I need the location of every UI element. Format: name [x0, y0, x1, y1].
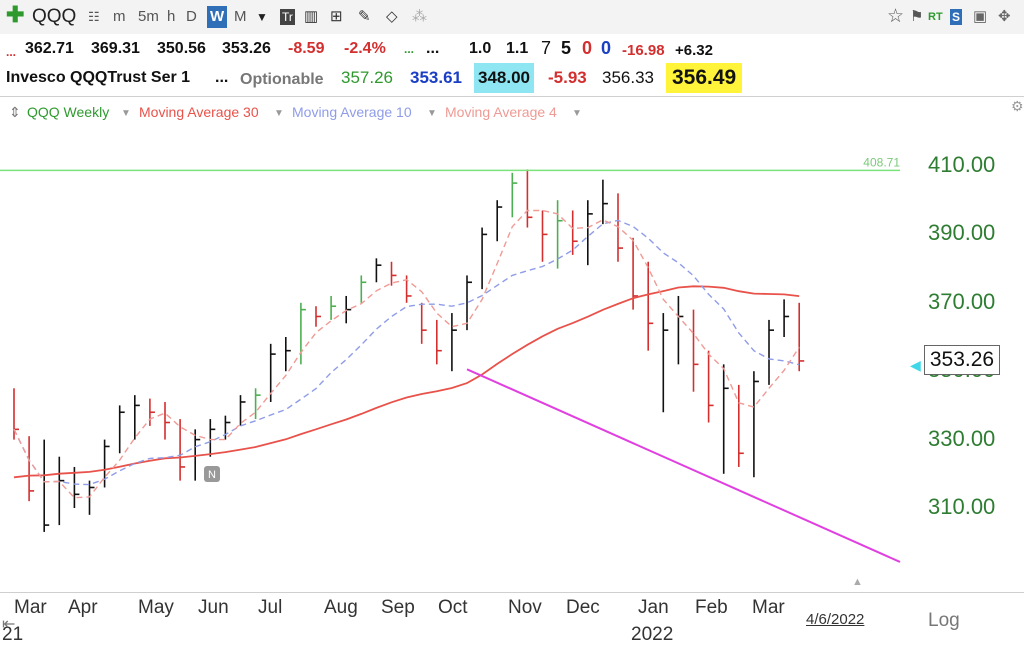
date-label: 4/6/2022 [806, 611, 865, 628]
quote-panel: ... 362.71 369.31 350.56 353.26 -8.59 -2… [0, 34, 1024, 97]
eraser-icon[interactable]: ◇ [386, 8, 398, 25]
month-tick: Sep [381, 597, 415, 618]
security-name: Invesco QQQTrust Ser 1 [6, 69, 191, 86]
open-price: 362.71 [25, 40, 74, 57]
price-tick: 410.00 [928, 152, 996, 177]
ratio-2: 1.1 [506, 40, 529, 57]
legend-ma4-dropdown-icon[interactable]: ▼ [572, 108, 582, 119]
value-blue: 353.61 [410, 68, 462, 87]
value-negative: -5.93 [548, 68, 587, 87]
count-4: 0 [601, 38, 612, 58]
month-tick: Oct [438, 597, 468, 618]
negative-value: -16.98 [622, 42, 665, 59]
ma4-line [13, 209, 800, 499]
settings-dots-icon[interactable]: ⁂ [412, 8, 427, 25]
low-price: 350.56 [157, 40, 206, 57]
year-start-label: 21 [2, 624, 24, 645]
month-tick: Aug [324, 597, 358, 618]
legend-series[interactable]: QQQ Weekly [27, 104, 110, 120]
legend-ma10-dropdown-icon[interactable]: ▼ [427, 108, 437, 119]
trendline [466, 368, 901, 563]
optionable-label: Optionable [240, 71, 324, 88]
month-tick: Dec [566, 597, 600, 618]
resistance-label: 408.71 [863, 155, 900, 169]
price-bars [13, 169, 805, 532]
price-change-pct: -2.4% [344, 40, 386, 57]
price-tick: 390.00 [928, 220, 996, 246]
interval-week-button[interactable]: W [207, 6, 228, 28]
scroll-up-icon[interactable]: ▲ [852, 576, 863, 588]
month-tick: Jan [638, 597, 669, 618]
month-tick: May [138, 597, 174, 618]
price-chart[interactable]: 408.71 N [0, 96, 925, 596]
year-label: 2022 [631, 624, 674, 645]
value-highlight-yellow: 356.49 [666, 63, 743, 93]
count-3: 0 [582, 38, 593, 58]
month-tick: Apr [68, 597, 98, 618]
scroll-left-icon[interactable]: ⇤ [2, 616, 16, 633]
high-price: 369.31 [91, 40, 140, 57]
news-marker-label: N [208, 469, 216, 481]
interval-dropdown-icon[interactable]: ▼ [256, 10, 268, 24]
interval-hour-button[interactable]: h [167, 8, 176, 25]
value-gray: 356.33 [602, 68, 654, 87]
panel-settings-icon[interactable]: ⚙ [1011, 98, 1024, 114]
quote-dots-black: ... [426, 40, 440, 57]
save-icon[interactable]: ▣ [973, 8, 988, 25]
grid-icon[interactable]: ☷ [88, 9, 100, 24]
ma10-line [13, 219, 800, 486]
month-tick: Nov [508, 597, 542, 618]
star-icon[interactable]: ☆ [887, 6, 905, 27]
quote-dots-red: ... [6, 45, 17, 59]
add-study-icon[interactable]: ⊞ [330, 8, 343, 25]
last-price-marker: 353.26 [924, 345, 1000, 375]
legend-drag-icon[interactable]: ⇕ [9, 104, 21, 120]
log-scale-button[interactable]: Log [928, 610, 960, 631]
month-tick: Mar [752, 597, 785, 618]
last-price-pointer-icon: ◀ [910, 357, 921, 373]
interval-minute-button[interactable]: m [113, 8, 126, 25]
bar-chart-icon[interactable]: ▥ [304, 8, 319, 25]
interval-5min-button[interactable]: 5m [138, 8, 159, 25]
legend-ma4[interactable]: Moving Average 4 [445, 104, 557, 120]
legend-ma10[interactable]: Moving Average 10 [292, 104, 412, 120]
month-tick: Jun [198, 597, 229, 618]
value-highlight-cyan: 348.00 [474, 63, 534, 93]
interval-month-button[interactable]: M [234, 8, 247, 25]
toolbar: ✚ QQQ ☷ m 5m h D W M ▼ Tr ▥ ⊞ ✎ ◇ ⁂ ☆ ⚑ … [0, 0, 1024, 35]
ratio-1: 1.0 [469, 40, 492, 57]
symbol-field[interactable]: QQQ [32, 6, 77, 27]
draw-tool-icon[interactable]: ✎ [358, 8, 371, 25]
value-green: 357.26 [341, 68, 393, 87]
realtime-icon[interactable]: RT [928, 11, 943, 23]
price-tick: 330.00 [928, 425, 996, 451]
news-marker-icon [204, 466, 220, 482]
price-tick: 370.00 [928, 288, 996, 314]
time-axis-line [0, 592, 1024, 593]
legend-ma30-dropdown-icon[interactable]: ▼ [274, 108, 284, 119]
price-tick: 310.00 [928, 494, 996, 519]
month-tick: Jul [258, 597, 283, 618]
quote-dots-row2: ... [215, 69, 229, 86]
flag-icon[interactable]: ⚑ [910, 8, 924, 25]
scan-icon[interactable]: S [950, 9, 963, 25]
count-2: 5 [561, 38, 572, 58]
text-tool-icon[interactable]: Tr [280, 9, 295, 25]
month-tick: Mar [14, 597, 47, 618]
move-icon[interactable]: ✥ [998, 8, 1011, 25]
last-price: 353.26 [222, 40, 271, 57]
ma30-line [13, 285, 800, 479]
quote-dots-green: ... [404, 42, 415, 56]
interval-day-button[interactable]: D [186, 8, 197, 25]
positive-value: +6.32 [675, 42, 713, 59]
add-symbol-icon[interactable]: ✚ [6, 2, 25, 27]
price-change: -8.59 [288, 40, 325, 57]
count-1: 7 [541, 38, 552, 58]
month-tick: Feb [695, 597, 728, 618]
legend-series-dropdown-icon[interactable]: ▼ [121, 108, 131, 119]
legend-ma30[interactable]: Moving Average 30 [139, 104, 259, 120]
